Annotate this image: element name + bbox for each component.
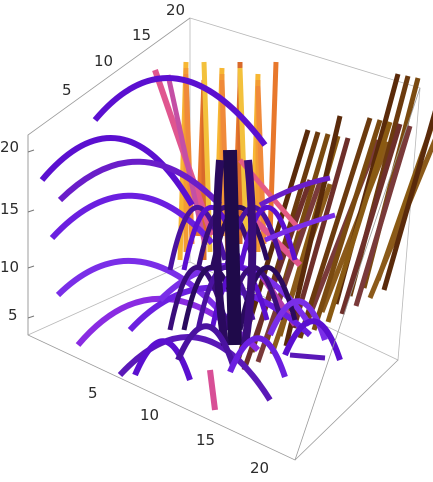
bounding-box-front (27, 17, 421, 461)
tick-top-15: 15 (132, 26, 151, 44)
tick-bottom-10: 10 (140, 406, 159, 424)
ribbon-purple-arc (92, 75, 268, 147)
ribbon-lower-arc (175, 323, 236, 366)
ribbon-purple-arc (57, 158, 223, 208)
ribbon-purple-arc (117, 334, 273, 402)
ribbon-brown (291, 137, 351, 329)
tick-left-5: 5 (8, 306, 18, 324)
ribbon-brown (269, 183, 333, 355)
tick-bottom-15: 15 (196, 431, 215, 449)
tick-top-10: 10 (94, 52, 113, 70)
ribbon-purple-arc (39, 135, 195, 207)
axis-top-ticks: 20 15 10 5 (62, 1, 185, 99)
ribbon-brown (311, 119, 383, 331)
stream-ribbons (39, 61, 433, 411)
tick-bottom-5: 5 (88, 384, 98, 402)
axis-left-ticks: 20 15 10 5 (0, 138, 19, 324)
ribbon-violet (264, 212, 336, 243)
ribbon-violet (258, 175, 331, 208)
ribbon-inner-arc (237, 205, 298, 271)
tick-left-15: 15 (0, 200, 19, 218)
vortex-side (212, 159, 229, 346)
ribbon-brown (325, 121, 393, 323)
ribbon-lower-arc (227, 335, 288, 378)
tick-marks (27, 149, 35, 319)
tick-top-20: 20 (166, 1, 185, 19)
ribbon-pink (207, 369, 218, 411)
ribbon-brown (339, 123, 403, 315)
vortex-side (241, 159, 257, 346)
ribbon-purple-arc (49, 192, 215, 245)
tick-bottom-20: 20 (250, 459, 269, 477)
tick-left-10: 10 (0, 258, 19, 276)
ribbon-brown (297, 117, 373, 339)
ribbon-brown (353, 125, 413, 307)
ribbon-lower-arc (282, 318, 343, 361)
tick-top-5: 5 (62, 81, 72, 99)
ribbon-brown (381, 110, 433, 291)
ribbon-lower-arc (132, 338, 193, 381)
axis-bottom-ticks: 5 10 15 20 (88, 384, 269, 477)
tick-left-20: 20 (0, 138, 19, 156)
ribbon-violet (289, 352, 326, 361)
vortex-core (223, 149, 242, 346)
ribbon-warm (183, 73, 195, 245)
